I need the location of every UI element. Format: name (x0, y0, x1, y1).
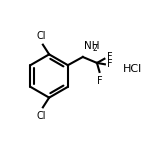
Text: Cl: Cl (37, 111, 46, 121)
Text: NH: NH (84, 41, 99, 51)
Text: F: F (107, 52, 112, 62)
Text: F: F (107, 59, 113, 69)
Text: HCl: HCl (123, 64, 142, 74)
Text: Cl: Cl (37, 31, 46, 41)
Text: F: F (97, 76, 103, 86)
Text: 2: 2 (92, 44, 97, 53)
